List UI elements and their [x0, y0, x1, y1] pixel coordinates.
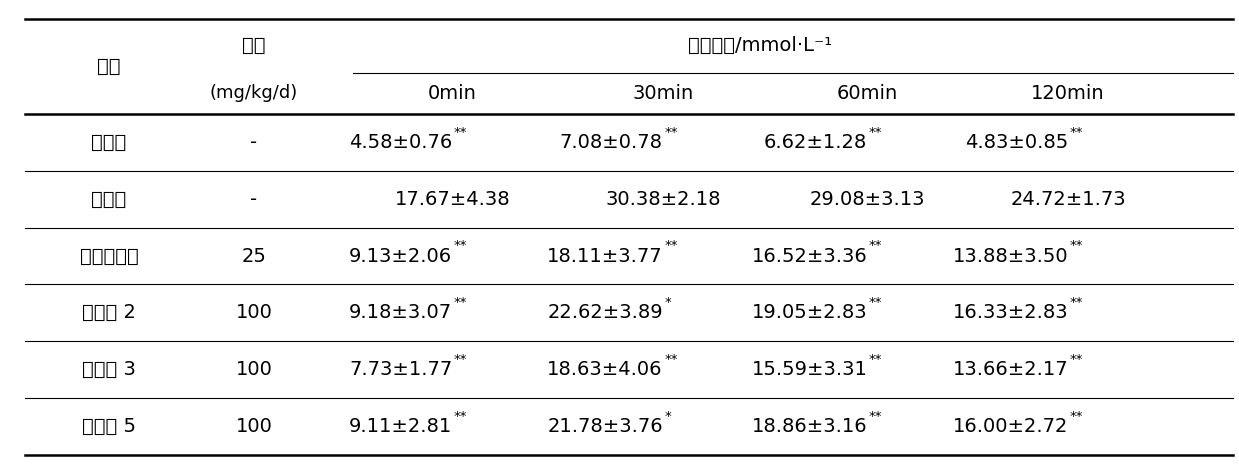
Text: 18.11±3.77: 18.11±3.77 — [548, 247, 663, 265]
Text: 16.00±2.72: 16.00±2.72 — [953, 417, 1068, 436]
Text: 6.62±1.28: 6.62±1.28 — [764, 133, 867, 152]
Text: 7.73±1.77: 7.73±1.77 — [349, 360, 452, 379]
Text: 100: 100 — [235, 360, 273, 379]
Text: **: ** — [869, 410, 882, 423]
Text: 120min: 120min — [1031, 84, 1105, 103]
Text: 13.66±2.17: 13.66±2.17 — [953, 360, 1068, 379]
Text: 16.52±3.36: 16.52±3.36 — [752, 247, 867, 265]
Text: 22.62±3.89: 22.62±3.89 — [548, 303, 663, 322]
Text: **: ** — [453, 126, 467, 138]
Text: **: ** — [869, 353, 882, 366]
Text: 25: 25 — [242, 247, 266, 265]
Text: 100: 100 — [235, 417, 273, 436]
Text: 9.11±2.81: 9.11±2.81 — [349, 417, 452, 436]
Text: **: ** — [664, 353, 678, 366]
Text: *: * — [664, 410, 670, 423]
Text: 24.72±1.73: 24.72±1.73 — [1010, 189, 1126, 209]
Text: 实施例 2: 实施例 2 — [82, 303, 136, 322]
Text: (mg/kg/d): (mg/kg/d) — [209, 84, 299, 102]
Text: 60min: 60min — [836, 84, 898, 103]
Text: 实施例 3: 实施例 3 — [82, 360, 136, 379]
Text: 剂量: 剂量 — [243, 36, 265, 55]
Text: **: ** — [664, 126, 678, 138]
Text: 13.88±3.50: 13.88±3.50 — [953, 247, 1068, 265]
Text: *: * — [664, 296, 670, 309]
Text: -: - — [250, 133, 258, 152]
Text: **: ** — [453, 410, 467, 423]
Text: 4.83±0.85: 4.83±0.85 — [965, 133, 1068, 152]
Text: **: ** — [869, 239, 882, 252]
Text: 18.86±3.16: 18.86±3.16 — [752, 417, 867, 436]
Text: 空白组: 空白组 — [92, 133, 126, 152]
Text: **: ** — [1069, 353, 1083, 366]
Text: 15.59±3.31: 15.59±3.31 — [751, 360, 867, 379]
Text: 100: 100 — [235, 303, 273, 322]
Text: **: ** — [453, 353, 467, 366]
Text: 实施例 5: 实施例 5 — [82, 417, 136, 436]
Text: 7.08±0.78: 7.08±0.78 — [560, 133, 663, 152]
Text: 30min: 30min — [632, 84, 694, 103]
Text: 阳性对照组: 阳性对照组 — [79, 247, 139, 265]
Text: **: ** — [1069, 410, 1083, 423]
Text: 9.18±3.07: 9.18±3.07 — [349, 303, 452, 322]
Text: -: - — [250, 189, 258, 209]
Text: 29.08±3.13: 29.08±3.13 — [809, 189, 926, 209]
Text: **: ** — [453, 239, 467, 252]
Text: 16.33±2.83: 16.33±2.83 — [953, 303, 1068, 322]
Text: 血糖变化/mmol·L⁻¹: 血糖变化/mmol·L⁻¹ — [688, 36, 833, 55]
Text: 组别: 组别 — [98, 57, 120, 76]
Text: **: ** — [453, 296, 467, 309]
Text: **: ** — [869, 296, 882, 309]
Text: 18.63±4.06: 18.63±4.06 — [548, 360, 663, 379]
Text: **: ** — [1069, 126, 1083, 138]
Text: 19.05±2.83: 19.05±2.83 — [752, 303, 867, 322]
Text: 17.67±4.38: 17.67±4.38 — [394, 189, 510, 209]
Text: 模型组: 模型组 — [92, 189, 126, 209]
Text: 21.78±3.76: 21.78±3.76 — [548, 417, 663, 436]
Text: **: ** — [1069, 239, 1083, 252]
Text: **: ** — [1069, 296, 1083, 309]
Text: 0min: 0min — [427, 84, 477, 103]
Text: **: ** — [869, 126, 882, 138]
Text: **: ** — [664, 239, 678, 252]
Text: 4.58±0.76: 4.58±0.76 — [349, 133, 452, 152]
Text: 9.13±2.06: 9.13±2.06 — [349, 247, 452, 265]
Text: 30.38±2.18: 30.38±2.18 — [605, 189, 721, 209]
